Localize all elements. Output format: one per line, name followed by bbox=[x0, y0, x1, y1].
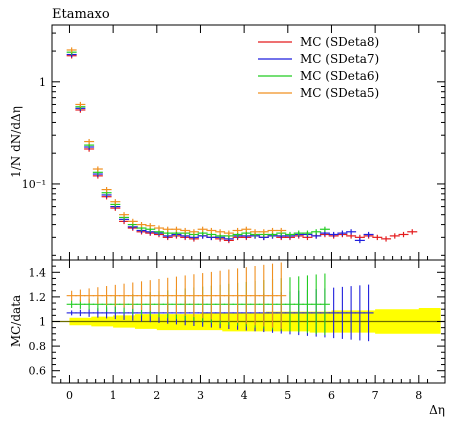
ratio-x-ticks: 0 1 2 3 4 5 6 7 8 bbox=[60, 256, 429, 402]
ratio-y-ticks: 0.6 0.8 1 1.2 1.4 bbox=[29, 259, 445, 384]
legend: MC (SDeta8) MC (SDeta7) MC (SDeta6) MC (SDe… bbox=[258, 35, 379, 100]
x-tick-label: 5 bbox=[284, 389, 291, 402]
x-tick-label: 2 bbox=[153, 389, 160, 402]
ratio-series bbox=[66, 262, 374, 342]
x-tick-label: 1 bbox=[110, 389, 117, 402]
legend-label: MC (SDeta6) bbox=[300, 69, 379, 83]
x-tick-label: 7 bbox=[372, 389, 379, 402]
x-tick-label: 3 bbox=[197, 389, 204, 402]
ratio-y-tick-label: 0.8 bbox=[29, 340, 47, 353]
ratio-series-mc-sdeta5- bbox=[66, 262, 287, 329]
x-tick-label: 6 bbox=[328, 389, 335, 402]
chart-title: Etamaxo bbox=[52, 7, 110, 22]
x-tick-label: 4 bbox=[241, 389, 248, 402]
main-y-tick-label: 10⁻¹ bbox=[22, 178, 46, 191]
main-series bbox=[66, 47, 418, 244]
x-tick-label: 0 bbox=[66, 389, 73, 402]
ratio-ylabel: MC/data bbox=[9, 295, 23, 347]
legend-label: MC (SDeta8) bbox=[300, 35, 379, 49]
x-tick-label: 8 bbox=[415, 389, 422, 402]
legend-label: MC (SDeta5) bbox=[300, 86, 379, 100]
legend-label: MC (SDeta7) bbox=[300, 52, 379, 66]
ratio-y-tick-label: 1.4 bbox=[29, 266, 47, 279]
main-panel: 10⁻¹ 1 1/N dN/dΔη bbox=[9, 24, 446, 261]
ratio-panel: 0.6 0.8 1 1.2 1.4 0 1 2 3 4 5 6 7 8 MC/data Δη bbox=[9, 256, 446, 417]
series-mc-sdeta5- bbox=[66, 47, 287, 236]
main-panel-frame bbox=[51, 24, 446, 261]
main-ylabel: 1/N dN/dΔη bbox=[9, 106, 23, 178]
ratio-y-tick-label: 0.6 bbox=[29, 365, 47, 378]
series-mc-sdeta6- bbox=[66, 49, 330, 239]
ratio-y-tick-label: 1 bbox=[39, 316, 46, 329]
x-axis-label: Δη bbox=[429, 403, 445, 417]
main-y-tick-label: 1 bbox=[39, 76, 46, 89]
main-y-ticks: 10⁻¹ 1 bbox=[22, 25, 445, 260]
ratio-y-tick-label: 1.2 bbox=[29, 291, 47, 304]
